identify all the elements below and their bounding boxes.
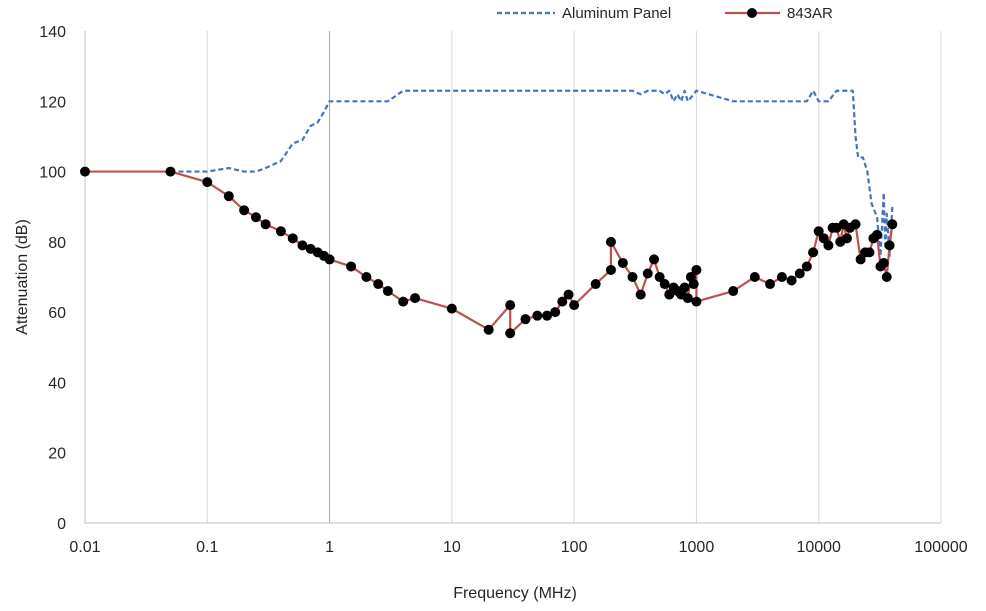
y-axis-title: Attenuation (dB) — [14, 219, 31, 335]
data-point-843ar — [447, 304, 457, 314]
y-tick-label: 140 — [39, 24, 66, 41]
data-point-843ar — [591, 279, 601, 289]
data-point-843ar — [885, 240, 895, 250]
x-tick-label: 1 — [325, 539, 334, 556]
data-point-843ar — [261, 219, 271, 229]
y-tick-label: 60 — [48, 305, 66, 322]
data-point-843ar — [872, 230, 882, 240]
data-point-843ar — [325, 254, 335, 264]
data-point-843ar — [691, 297, 701, 307]
y-tick-label: 20 — [48, 446, 66, 463]
y-tick-label: 40 — [48, 375, 66, 392]
data-point-843ar — [636, 290, 646, 300]
data-point-843ar — [484, 325, 494, 335]
data-point-843ar — [649, 254, 659, 264]
x-tick-label: 1000 — [679, 539, 715, 556]
data-point-843ar — [808, 247, 818, 257]
data-point-843ar — [373, 279, 383, 289]
data-point-843ar — [276, 226, 286, 236]
data-point-843ar — [606, 265, 616, 275]
data-point-843ar — [239, 205, 249, 215]
data-point-843ar — [564, 290, 574, 300]
legend-aluminum-panel-label: Aluminum Panel — [562, 5, 671, 22]
data-point-843ar — [691, 265, 701, 275]
data-point-843ar — [251, 212, 261, 222]
data-point-843ar — [532, 311, 542, 321]
data-point-843ar — [879, 258, 889, 268]
data-point-843ar — [606, 237, 616, 247]
data-point-843ar — [410, 293, 420, 303]
data-point-843ar — [842, 233, 852, 243]
data-point-843ar — [224, 191, 234, 201]
data-point-843ar — [643, 268, 653, 278]
data-point-843ar — [520, 314, 530, 324]
x-tick-label: 100 — [561, 539, 588, 556]
data-point-843ar — [505, 328, 515, 338]
data-point-843ar — [550, 307, 560, 317]
data-point-843ar — [202, 177, 212, 187]
data-point-843ar — [505, 300, 515, 310]
legend-843ar-marker — [747, 8, 757, 18]
data-point-843ar — [569, 300, 579, 310]
data-point-843ar — [765, 279, 775, 289]
x-tick-label: 0.01 — [69, 539, 100, 556]
data-point-843ar — [689, 279, 699, 289]
data-point-843ar — [887, 219, 897, 229]
data-point-843ar — [627, 272, 637, 282]
x-tick-label: 0.1 — [196, 539, 218, 556]
data-point-843ar — [361, 272, 371, 282]
x-tick-label: 100000 — [914, 539, 967, 556]
data-point-843ar — [683, 293, 693, 303]
data-point-843ar — [851, 219, 861, 229]
x-tick-label: 10 — [443, 539, 461, 556]
x-tick-label: 10000 — [796, 539, 841, 556]
data-point-843ar — [795, 268, 805, 278]
data-point-843ar — [802, 261, 812, 271]
data-point-843ar — [346, 261, 356, 271]
data-point-843ar — [777, 272, 787, 282]
data-point-843ar — [864, 247, 874, 257]
data-point-843ar — [80, 167, 90, 177]
legend-843ar-label: 843AR — [787, 5, 833, 22]
data-point-843ar — [680, 283, 690, 293]
data-point-843ar — [398, 297, 408, 307]
data-point-843ar — [165, 167, 175, 177]
y-tick-label: 120 — [39, 94, 66, 111]
data-point-843ar — [882, 272, 892, 282]
y-tick-label: 80 — [48, 235, 66, 252]
data-point-843ar — [288, 233, 298, 243]
data-point-843ar — [383, 286, 393, 296]
data-point-843ar — [660, 279, 670, 289]
y-tick-label: 0 — [57, 516, 66, 533]
y-tick-label: 100 — [39, 165, 66, 182]
data-point-843ar — [750, 272, 760, 282]
data-point-843ar — [823, 240, 833, 250]
data-point-843ar — [618, 258, 628, 268]
data-point-843ar — [728, 286, 738, 296]
data-point-843ar — [787, 276, 797, 286]
x-axis-title: Frequency (MHz) — [453, 585, 577, 602]
